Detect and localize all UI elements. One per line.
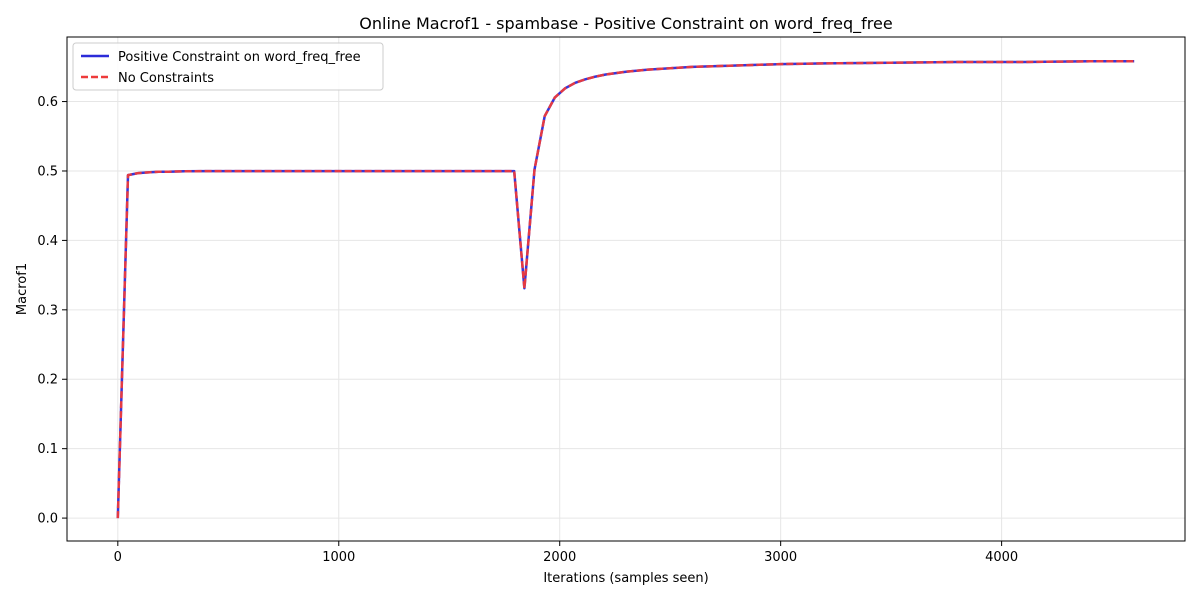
y-tick-label: 0.5 [37,164,58,179]
chart-title: Online Macrof1 - spambase - Positive Con… [359,14,892,34]
y-tick-label: 0.0 [37,512,58,527]
plot-area-frame [66,36,1186,542]
grid [67,37,1185,541]
x-tick-label: 2000 [543,550,576,565]
legend-label-positive-constraint: Positive Constraint on word_freq_free [118,50,361,65]
x-axis-label: Iterations (samples seen) [543,571,708,586]
y-tick-label: 0.2 [37,373,58,388]
y-axis-label: Macrof1 [15,263,30,315]
legend-box [72,42,384,91]
x-axis: 0 1000 2000 3000 4000 [114,541,1018,565]
x-tick-label: 0 [114,550,122,565]
plot-lines [116,60,1135,519]
y-tick-label: 0.4 [37,234,58,249]
x-tick-label: 3000 [764,550,797,565]
y-tick-label: 0.1 [37,442,58,457]
x-tick-label: 4000 [985,550,1018,565]
series-line-no-constraints [116,60,1135,519]
y-tick-label: 0.3 [37,303,58,318]
y-tick-label: 0.6 [37,95,58,110]
y-axis: 0.0 0.1 0.2 0.3 0.4 0.5 0.6 [37,95,67,527]
x-tick-label: 1000 [322,550,355,565]
legend-label-no-constraints: No Constraints [118,71,214,86]
legend: Positive Constraint on word_freq_free No… [72,42,384,91]
